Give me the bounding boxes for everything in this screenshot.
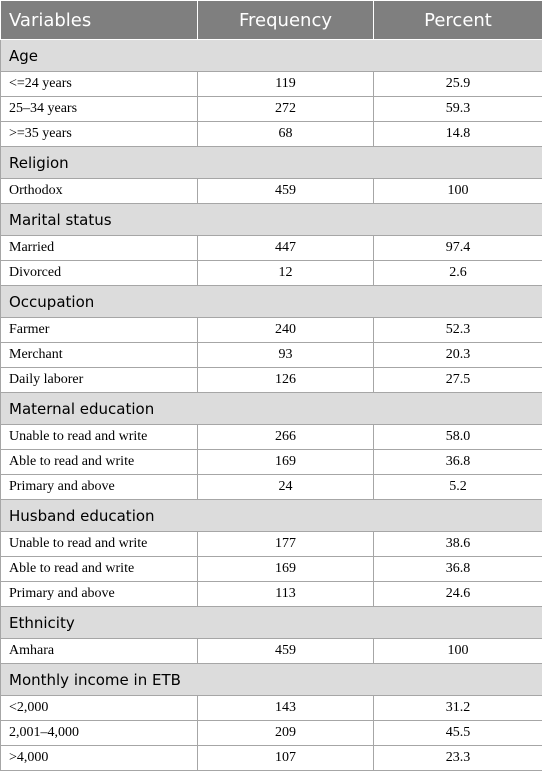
row-percent: 23.3 [374,746,542,771]
row-label: Amhara [1,639,198,664]
row-frequency: 240 [198,318,374,343]
row-percent: 38.6 [374,532,542,557]
row-label: Divorced [1,261,198,286]
row-frequency: 107 [198,746,374,771]
row-label: 25–34 years [1,97,198,122]
row-percent: 36.8 [374,450,542,475]
section-header-row: Husband education [1,500,542,532]
row-percent: 24.6 [374,582,542,607]
section-header-row: Ethnicity [1,607,542,639]
row-frequency: 177 [198,532,374,557]
row-label: Orthodox [1,179,198,204]
row-label: Farmer [1,318,198,343]
row-frequency: 459 [198,639,374,664]
table-header-row: Variables Frequency Percent [1,1,542,40]
row-percent: 52.3 [374,318,542,343]
row-label: Able to read and write [1,557,198,582]
row-label: Daily laborer [1,368,198,393]
row-percent: 5.2 [374,475,542,500]
section-title: Occupation [1,286,542,318]
section-title: Monthly income in ETB [1,664,542,696]
row-label: <=24 years [1,72,198,97]
row-percent: 2.6 [374,261,542,286]
section-header-row: Marital status [1,204,542,236]
row-label: Able to read and write [1,450,198,475]
row-percent: 20.3 [374,343,542,368]
row-label: Merchant [1,343,198,368]
row-percent: 59.3 [374,97,542,122]
row-frequency: 119 [198,72,374,97]
section-header-row: Religion [1,147,542,179]
row-label: >4,000 [1,746,198,771]
row-percent: 14.8 [374,122,542,147]
section-title: Religion [1,147,542,179]
header-variables: Variables [1,1,198,40]
row-percent: 27.5 [374,368,542,393]
section-title: Ethnicity [1,607,542,639]
row-label: Primary and above [1,475,198,500]
row-percent: 31.2 [374,696,542,721]
row-frequency: 12 [198,261,374,286]
header-frequency: Frequency [198,1,374,40]
section-header-row: Maternal education [1,393,542,425]
row-frequency: 93 [198,343,374,368]
section-title: Age [1,40,542,72]
row-frequency: 447 [198,236,374,261]
row-frequency: 266 [198,425,374,450]
row-percent: 100 [374,179,542,204]
row-label: Unable to read and write [1,425,198,450]
row-label: Primary and above [1,582,198,607]
row-frequency: 169 [198,450,374,475]
row-frequency: 459 [198,179,374,204]
section-header-row: Occupation [1,286,542,318]
row-label: >=35 years [1,122,198,147]
row-frequency: 126 [198,368,374,393]
row-percent: 45.5 [374,721,542,746]
header-percent: Percent [374,1,542,40]
section-header-row: Age [1,40,542,72]
row-percent: 58.0 [374,425,542,450]
section-title: Marital status [1,204,542,236]
section-title: Husband education [1,500,542,532]
row-frequency: 68 [198,122,374,147]
row-label: Unable to read and write [1,532,198,557]
row-frequency: 113 [198,582,374,607]
row-label: <2,000 [1,696,198,721]
section-header-row: Monthly income in ETB [1,664,542,696]
row-label: Married [1,236,198,261]
row-label: 2,001–4,000 [1,721,198,746]
row-percent: 100 [374,639,542,664]
row-percent: 97.4 [374,236,542,261]
row-percent: 36.8 [374,557,542,582]
row-frequency: 143 [198,696,374,721]
section-title: Maternal education [1,393,542,425]
row-frequency: 169 [198,557,374,582]
row-frequency: 24 [198,475,374,500]
row-frequency: 272 [198,97,374,122]
row-frequency: 209 [198,721,374,746]
row-percent: 25.9 [374,72,542,97]
